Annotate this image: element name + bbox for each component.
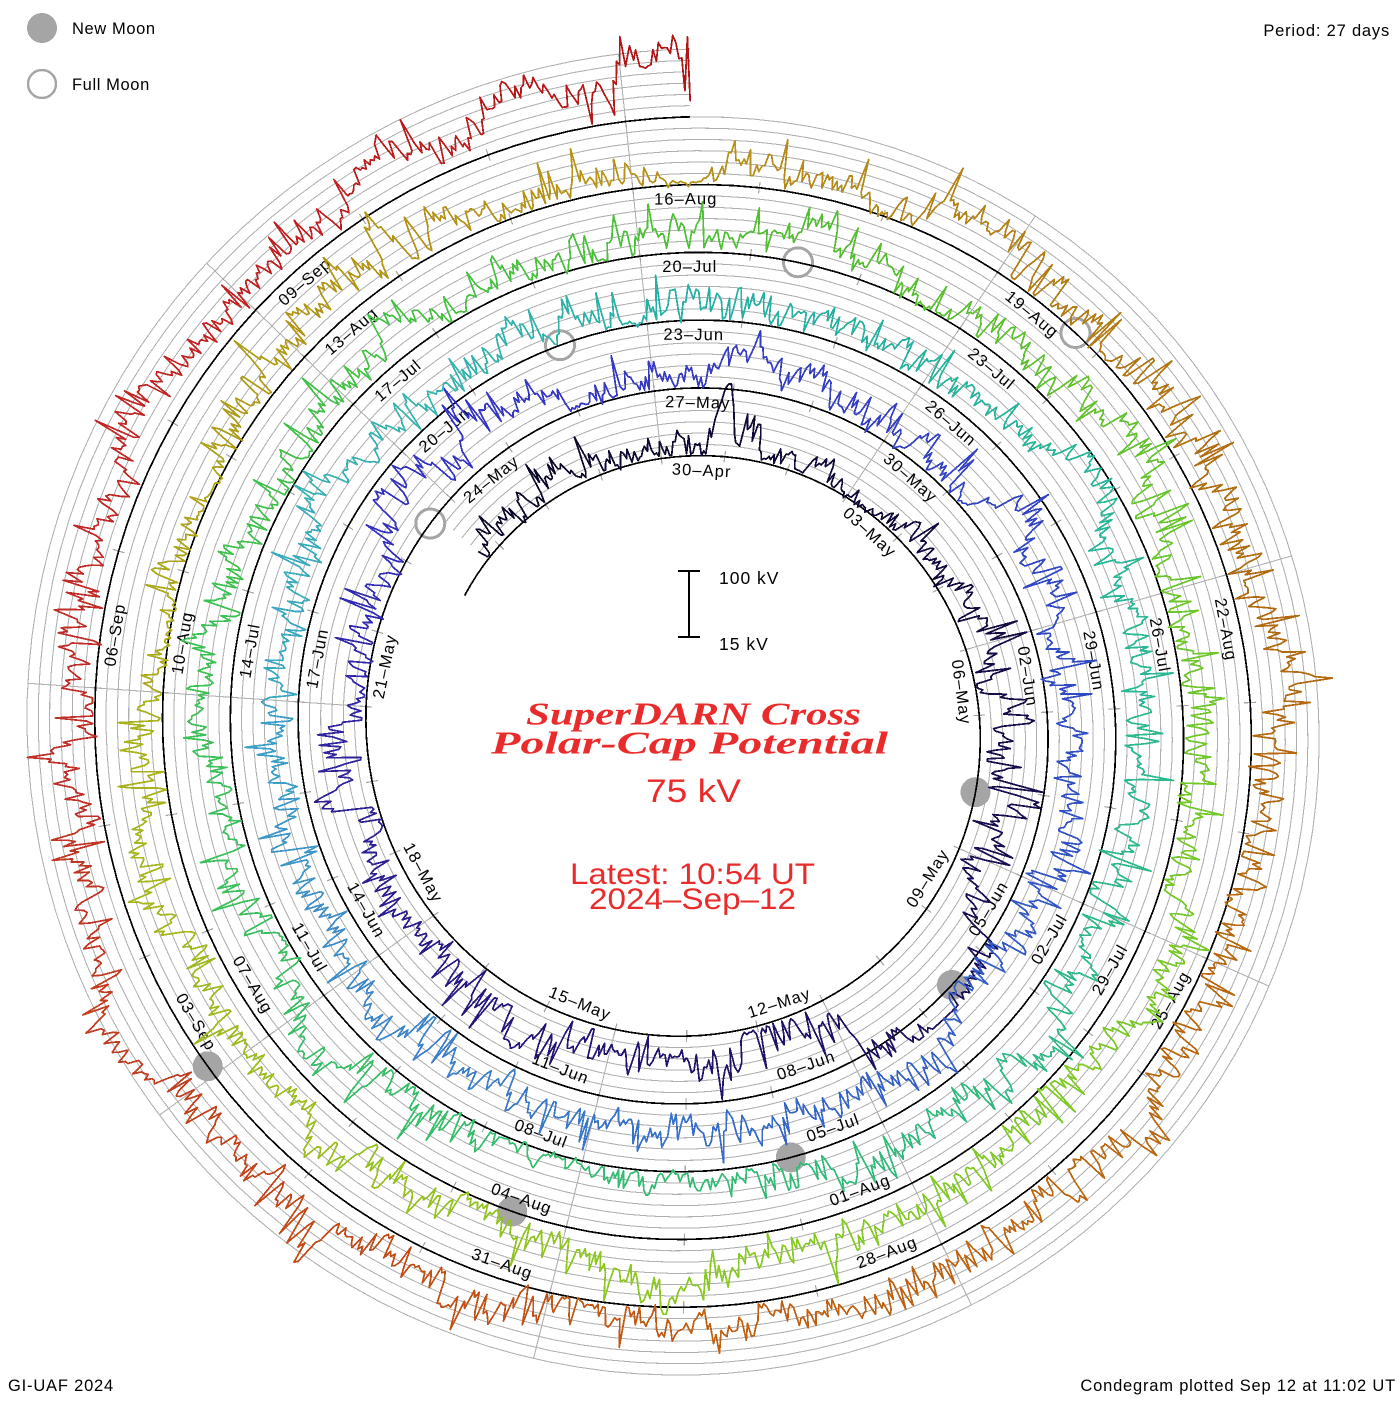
svg-text:20–Jul: 20–Jul [662,258,717,276]
svg-text:2024–Sep–12: 2024–Sep–12 [589,883,796,916]
svg-text:100 kV: 100 kV [719,568,779,588]
svg-text:New Moon: New Moon [72,20,156,38]
svg-text:23–Jun: 23–Jun [663,326,724,345]
svg-text:Polar-Cap Potential: Polar-Cap Potential [489,725,888,761]
svg-text:75 kV: 75 kV [646,773,742,809]
svg-text:Full Moon: Full Moon [72,76,150,94]
svg-text:30–Apr: 30–Apr [671,461,732,482]
svg-text:15 kV: 15 kV [719,634,769,654]
svg-text:GI-UAF 2024: GI-UAF 2024 [8,1377,114,1395]
svg-text:Period: 27 days: Period: 27 days [1263,22,1390,40]
svg-text:Condegram plotted Sep 12 at 11: Condegram plotted Sep 12 at 11:02 UT [1080,1377,1396,1395]
svg-text:16–Aug: 16–Aug [654,190,718,209]
